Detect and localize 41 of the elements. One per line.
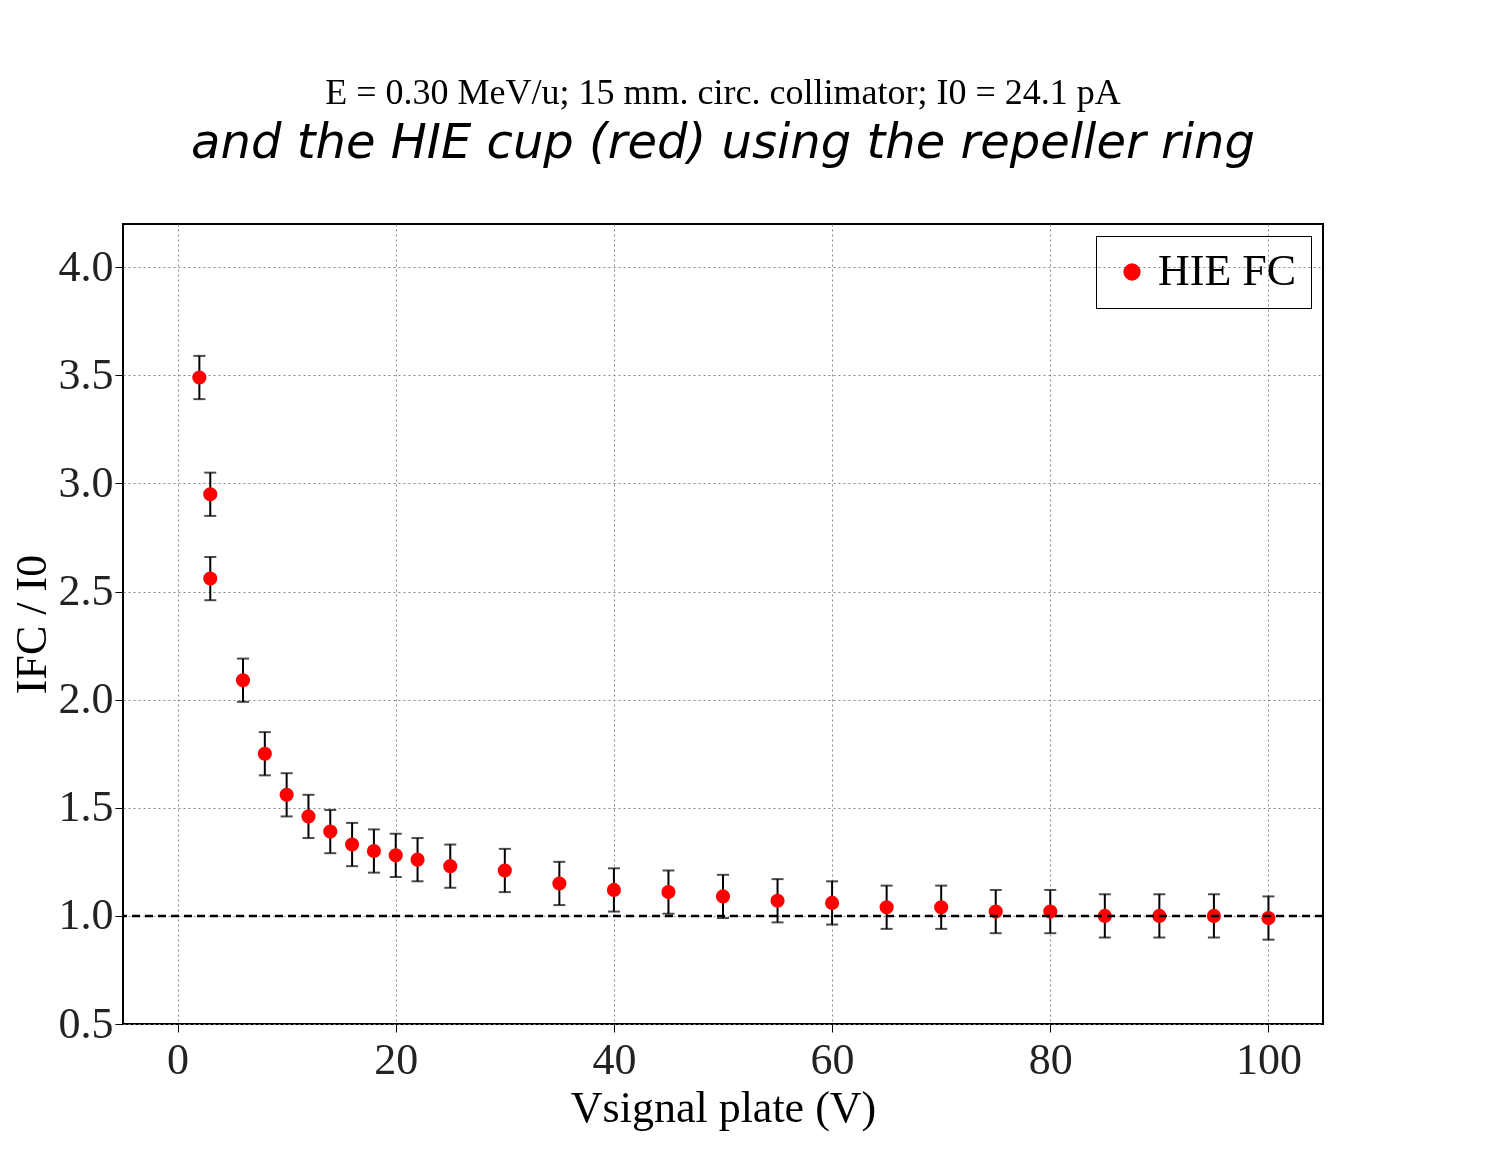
point bbox=[661, 885, 676, 900]
point bbox=[497, 863, 512, 878]
y-tick-label: 1.5 bbox=[58, 782, 114, 832]
point bbox=[366, 843, 381, 859]
point bbox=[301, 809, 316, 824]
point bbox=[192, 370, 207, 385]
point bbox=[934, 900, 949, 915]
legend-label: HIE FC bbox=[1158, 246, 1297, 295]
point bbox=[257, 746, 272, 761]
x-axis-title: Vsignal plate (V) bbox=[570, 1082, 877, 1132]
point bbox=[715, 889, 731, 904]
x-tick-label: 100 bbox=[1235, 1034, 1302, 1084]
chart-title: E = 0.30 MeV/u; 15 mm. circ. collimator; I0 = 24.1 pA bbox=[325, 72, 1121, 112]
y-tick-label: 0.5 bbox=[58, 998, 114, 1048]
x-tick-label: 80 bbox=[1028, 1034, 1073, 1084]
point bbox=[235, 673, 251, 688]
x-tick-label: 0 bbox=[167, 1034, 190, 1084]
text: and the HIE cup (red) using the repeller ring bbox=[191, 113, 1255, 169]
y-tick-label: 2.5 bbox=[58, 566, 114, 616]
y-tick-label: 3.0 bbox=[58, 457, 114, 507]
point bbox=[825, 895, 840, 910]
point bbox=[203, 571, 218, 586]
y-tick-label: 2.0 bbox=[58, 674, 114, 724]
point bbox=[443, 859, 458, 874]
point bbox=[388, 848, 403, 863]
y-tick-label: 4.0 bbox=[58, 241, 114, 291]
x-tick-label: 60 bbox=[810, 1034, 855, 1084]
x-tick-label: 20 bbox=[374, 1034, 419, 1084]
point bbox=[279, 787, 294, 802]
y-axis-title: IFC / I0 bbox=[6, 554, 56, 695]
point bbox=[606, 882, 621, 897]
point bbox=[410, 852, 425, 867]
point bbox=[552, 876, 567, 891]
point bbox=[323, 824, 338, 839]
y-tick-label: 1.0 bbox=[58, 890, 114, 940]
point bbox=[345, 837, 360, 852]
x-tick-label: 40 bbox=[592, 1034, 637, 1084]
point bbox=[770, 893, 785, 908]
point bbox=[879, 900, 894, 915]
point bbox=[203, 487, 218, 502]
y-tick-label: 3.5 bbox=[58, 349, 114, 399]
